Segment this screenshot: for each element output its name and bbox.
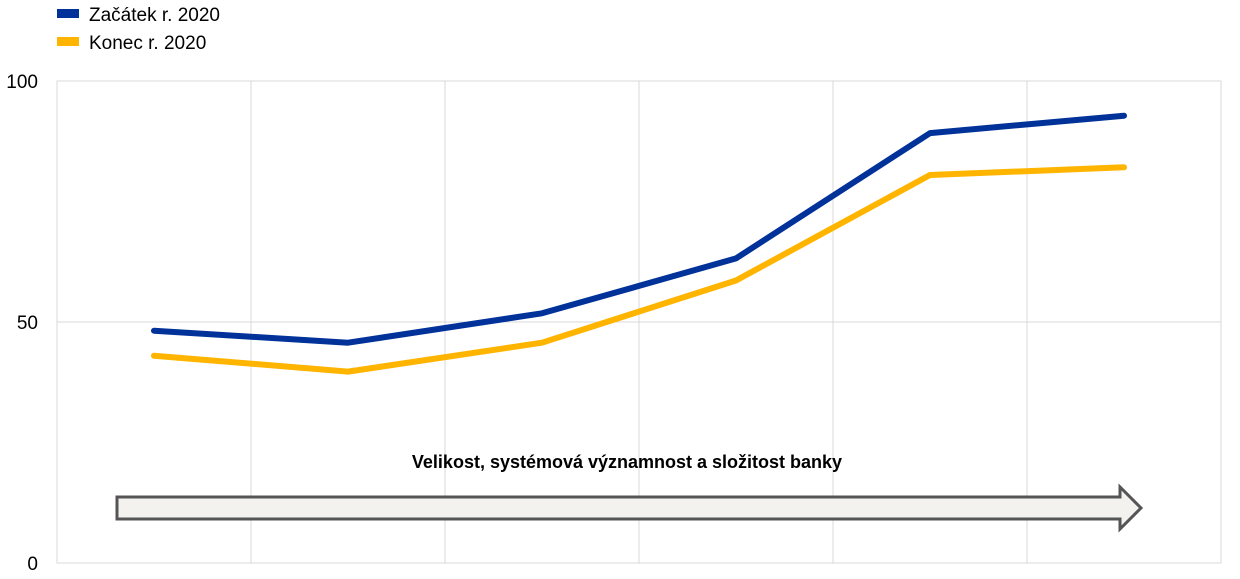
annotation-label: Velikost, systémová významnost a složito…	[412, 452, 842, 472]
legend-label-end-2020: Konec r. 2020	[89, 33, 206, 54]
annotation-arrow	[115, 483, 1144, 533]
legend-swatch-start-2020	[57, 9, 79, 18]
y-tick-label: 100	[6, 72, 38, 93]
y-tick-label: 0	[27, 554, 38, 575]
plot-frame	[56, 80, 1222, 564]
legend-label-start-2020: Začátek r. 2020	[89, 5, 220, 26]
legend-swatch-end-2020	[57, 37, 79, 46]
legend: Začátek r. 2020 Konec r. 2020	[57, 5, 220, 54]
legend-item-end-2020: Konec r. 2020	[57, 33, 206, 54]
series-line	[151, 164, 1127, 375]
series-lines	[151, 112, 1127, 375]
y-axis-ticks: 0 50 100	[6, 72, 38, 575]
gridlines	[57, 81, 1221, 563]
series-line	[151, 112, 1127, 346]
legend-item-start-2020: Začátek r. 2020	[57, 5, 220, 26]
y-tick-label: 50	[17, 313, 38, 334]
